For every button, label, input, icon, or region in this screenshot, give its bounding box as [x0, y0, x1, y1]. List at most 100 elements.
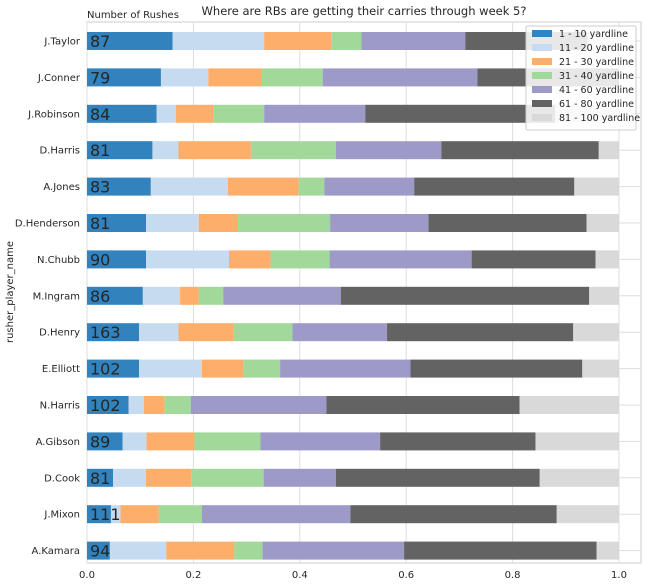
bar-segment [262, 541, 405, 560]
bar-segment [326, 396, 520, 414]
bar-segment [87, 286, 143, 305]
bar-segment [322, 68, 478, 87]
bar-segment [152, 141, 179, 160]
bar-segment [387, 323, 574, 342]
y-tick-label: J.Taylor [43, 37, 81, 48]
bar-segment [201, 505, 351, 524]
bar-segment [535, 432, 619, 451]
bar-segment [87, 250, 147, 269]
y-tick-label: E.Elliott [42, 364, 80, 375]
bar-segment [87, 214, 147, 232]
bar-segment [122, 432, 147, 451]
rush-count-label: 81 [90, 141, 110, 160]
rush-count-label: 79 [90, 68, 110, 87]
bar-segment [365, 104, 556, 123]
bar-segment [166, 541, 235, 560]
rush-count-label: 102 [90, 360, 121, 379]
bar-segment [87, 141, 153, 160]
bar-segment [331, 32, 362, 50]
bar-segment [87, 32, 173, 50]
bar-segment [146, 468, 192, 487]
bar-segment [87, 68, 161, 87]
bar-segment [519, 396, 619, 414]
bar-segment [87, 396, 129, 414]
rush-count-label: 81 [90, 469, 110, 488]
bar-segment [573, 323, 619, 342]
bar-segment [586, 214, 619, 232]
rush-count-label: 87 [90, 32, 110, 51]
bar-segment [146, 214, 199, 232]
rush-count-label: 86 [90, 287, 110, 306]
bar-segment [198, 286, 224, 305]
rush-count-label: 102 [90, 396, 121, 415]
bar-segment [227, 177, 299, 196]
bar-segment [582, 359, 619, 378]
y-tick-label: A.Gibson [36, 437, 80, 448]
x-tick-label: 1.0 [611, 570, 627, 581]
y-tick-label: J.Conner [37, 73, 81, 84]
legend-entry: 41 - 60 yardline [559, 85, 634, 96]
bar-segment [139, 323, 179, 342]
bar-segment [143, 396, 165, 414]
x-tick-label: 0.6 [398, 570, 414, 581]
bar-segment [194, 432, 261, 451]
bar-segment [223, 286, 341, 305]
x-tick-label: 0.4 [292, 570, 308, 581]
bar-segment [329, 250, 472, 269]
bar-segment [87, 468, 114, 487]
bar-segment [324, 177, 415, 196]
legend-swatch [532, 72, 552, 79]
bar-segment [428, 214, 587, 232]
bar-segment [128, 396, 144, 414]
rush-count-label: 90 [90, 250, 110, 269]
rush-count-label: 111 [90, 505, 121, 524]
legend: 1 - 10 yardline 11 - 20 yardline 21 - 30 y… [525, 25, 640, 131]
y-tick-label: J.Robinson [27, 109, 80, 120]
bar-segment [146, 432, 195, 451]
y-tick-label: D.Henry [39, 328, 80, 339]
legend-entry: 1 - 10 yardline [559, 29, 628, 40]
x-tick-label: 0.0 [79, 570, 95, 581]
bars [87, 32, 619, 560]
bar-segment [190, 396, 327, 414]
legend-entry: 31 - 40 yardline [559, 71, 634, 82]
bar-segment [158, 505, 202, 524]
bar-segment [120, 505, 159, 524]
bar-segment [87, 104, 157, 123]
bar-segment [264, 32, 332, 50]
bar-segment [113, 468, 147, 487]
legend-swatch [532, 100, 552, 107]
y-tick-label: A.Jones [43, 182, 80, 193]
bar-segment [172, 32, 265, 50]
rush-count-label: 94 [90, 542, 110, 561]
bar-segment [589, 286, 619, 305]
bar-segment [340, 286, 590, 305]
y-tick-label: D.Henderson [15, 219, 80, 230]
legend-swatch [532, 86, 552, 93]
legend-entry: 61 - 80 yardline [559, 99, 634, 110]
bar-segment [178, 141, 251, 160]
bar-segment [380, 432, 536, 451]
bar-segment [87, 541, 110, 560]
x-tick-label: 0.8 [505, 570, 521, 581]
bar-segment [243, 359, 281, 378]
y-tick-label: J.Mixon [43, 510, 80, 521]
legend-swatch [532, 114, 552, 121]
bar-segment [229, 250, 271, 269]
rush-count-label: 84 [90, 105, 110, 124]
bar-segment [335, 141, 442, 160]
legend-entry: 81 - 100 yardline [559, 113, 640, 124]
bar-segment [361, 32, 466, 50]
rush-count-label: 81 [90, 214, 110, 233]
bar-segment [180, 286, 199, 305]
bar-segment [191, 468, 264, 487]
y-tick-label: M.Ingram [33, 291, 80, 302]
bar-segment [110, 505, 121, 524]
bar-segment [150, 177, 228, 196]
bar-segment [250, 141, 336, 160]
x-tick-label: 0.2 [185, 570, 201, 581]
bar-segment [87, 505, 111, 524]
rushes-annotation: Number of Rushes [87, 10, 179, 21]
y-tick-label: D.Cook [44, 473, 80, 484]
bar-segment [471, 250, 596, 269]
